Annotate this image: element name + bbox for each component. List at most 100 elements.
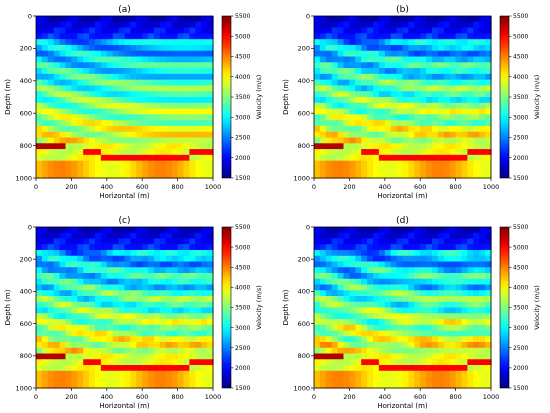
heatmap-cell (420, 313, 427, 320)
heatmap-cell (106, 154, 114, 162)
heatmap-cell (414, 347, 421, 355)
heatmap-cell (314, 227, 321, 234)
heatmap-cell (95, 238, 102, 245)
heatmap-cell (349, 359, 356, 366)
heatmap-cell (378, 290, 386, 297)
heatmap-cell (390, 255, 398, 263)
heatmap-cell (479, 353, 486, 360)
heatmap-cell (367, 125, 374, 133)
heatmap-cell (124, 376, 131, 383)
heatmap-cell (455, 324, 463, 332)
heatmap-cell (367, 97, 374, 104)
heatmap-cell (41, 33, 49, 40)
colorbar-tick-label: 4000 (235, 74, 250, 81)
heatmap-cell (325, 382, 333, 389)
heatmap-cell (349, 56, 356, 63)
axes-frame (35, 15, 214, 179)
heatmap-cell (390, 324, 398, 332)
heatmap-cell (473, 319, 480, 326)
heatmap-cell (100, 143, 108, 150)
heatmap-cell (201, 149, 208, 156)
heatmap-cell (130, 172, 137, 179)
heatmap-cell (378, 278, 386, 286)
heatmap-cell (343, 85, 350, 92)
heatmap-cell (142, 278, 149, 286)
heatmap-cell (443, 143, 451, 150)
heatmap-cell (41, 166, 49, 173)
heatmap-cell (106, 160, 114, 168)
heatmap-cell (189, 342, 196, 349)
heatmap-cell (53, 137, 61, 144)
heatmap-cell (83, 273, 90, 280)
heatmap-cell (142, 108, 149, 115)
heatmap-cell (47, 227, 55, 234)
x-tick-label: 0 (34, 183, 38, 191)
heatmap-cell (118, 39, 126, 46)
heatmap-cell (349, 27, 356, 34)
heatmap-cell (183, 238, 190, 245)
heatmap-cell (136, 125, 143, 133)
heatmap-cell (47, 238, 55, 245)
heatmap-cell (124, 307, 131, 314)
heatmap-cell (443, 56, 451, 63)
heatmap-cell (47, 143, 55, 150)
heatmap-cell (112, 359, 120, 366)
heatmap-cell (437, 62, 445, 69)
heatmap-cell (402, 376, 409, 383)
heatmap-cell (443, 149, 451, 156)
heatmap-cell (89, 267, 96, 274)
heatmap-cell (349, 382, 356, 389)
heatmap-cell (420, 273, 427, 280)
heatmap-cell (402, 102, 409, 110)
heatmap-cell (47, 56, 55, 63)
heatmap-cell (426, 33, 433, 40)
heatmap-cell (183, 102, 190, 110)
heatmap-cell (95, 33, 102, 40)
heatmap-cell (130, 44, 137, 52)
heatmap-cell (71, 284, 78, 291)
heatmap-cell (325, 91, 333, 98)
heatmap-cell (414, 149, 421, 156)
heatmap-cell (408, 120, 415, 127)
heatmap-cell (118, 290, 126, 297)
heatmap-cell (53, 278, 61, 286)
heatmap-cell (319, 365, 327, 372)
heatmap-cell (201, 131, 208, 139)
heatmap-cell (384, 62, 392, 69)
heatmap-cell (485, 261, 492, 268)
heatmap-cell (189, 166, 196, 173)
heatmap-cell (177, 261, 185, 268)
heatmap-cell (65, 108, 72, 115)
heatmap-cell (59, 44, 67, 52)
heatmap-cell (420, 376, 427, 383)
heatmap-cell (384, 232, 392, 240)
heatmap-cell (95, 137, 102, 144)
heatmap-cell (118, 227, 126, 234)
heatmap-cell (349, 250, 356, 257)
heatmap-cell (467, 131, 474, 139)
heatmap-cell (59, 319, 67, 326)
heatmap-cell (36, 324, 43, 332)
heatmap-cell (124, 382, 131, 389)
heatmap-cell (159, 91, 167, 98)
heatmap-cell (47, 278, 55, 286)
heatmap-cell (189, 131, 196, 139)
heatmap-cell (373, 284, 380, 291)
heatmap-cell (165, 68, 173, 75)
heatmap-cell (449, 50, 457, 58)
heatmap-cell (189, 278, 196, 286)
heatmap-cell (473, 33, 480, 40)
heatmap-cell (473, 73, 480, 81)
heatmap-cell (390, 16, 398, 23)
heatmap-cell (361, 114, 368, 121)
heatmap-cell (343, 62, 350, 69)
heatmap-cell (396, 91, 404, 98)
heatmap-cell (402, 154, 409, 162)
heatmap-cell (89, 290, 96, 297)
heatmap-cell (331, 172, 339, 179)
heatmap-cell (118, 21, 126, 29)
heatmap-cell (100, 79, 108, 87)
heatmap-cell (195, 301, 202, 309)
heatmap-cell (343, 365, 350, 372)
